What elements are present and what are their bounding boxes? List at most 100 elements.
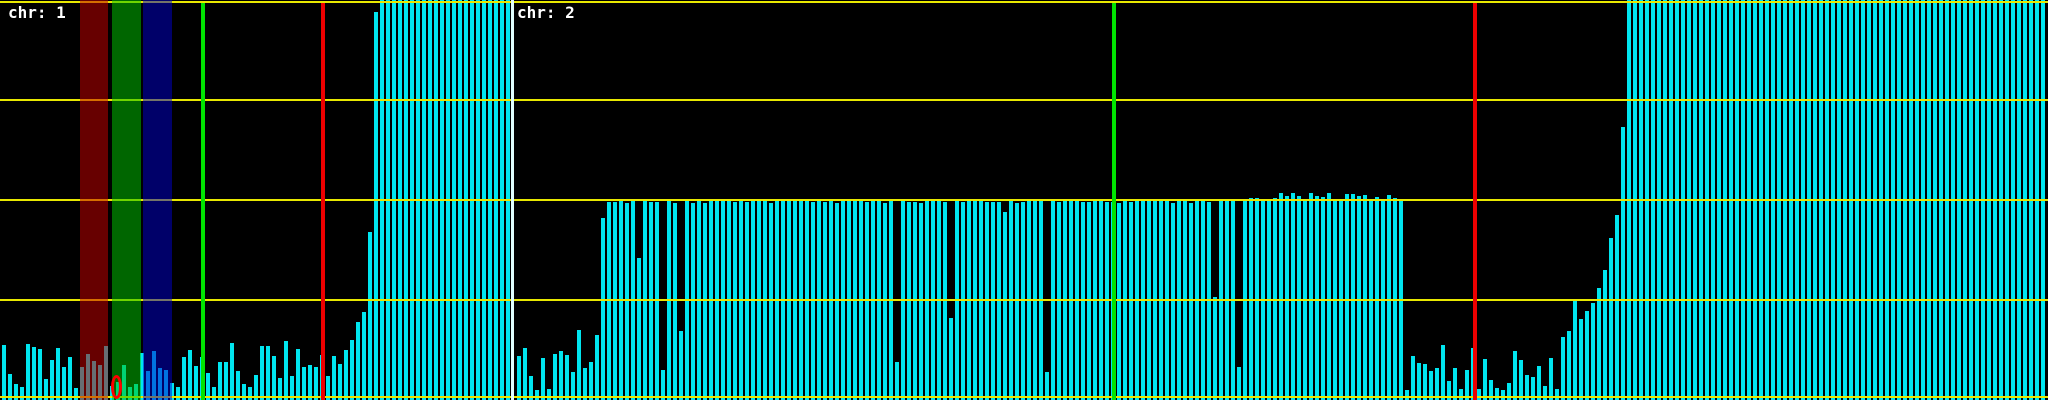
coverage-bar [1327,193,1331,400]
coverage-bar [565,354,569,400]
coverage-bar [895,362,899,400]
coverage-bar [1447,381,1451,400]
coverage-bar [1549,358,1553,400]
coverage-bar [1537,366,1541,400]
red-marker-line [321,3,325,400]
coverage-bar [1405,389,1409,400]
coverage-bar [949,318,953,400]
coverage-bar [308,365,312,400]
coverage-bar [637,258,641,400]
coverage-bar [314,366,318,400]
coverage-bar [601,217,605,400]
coverage-bar [1057,202,1061,400]
coverage-bar [32,347,36,400]
coverage-bar [547,388,551,400]
coverage-bar [2,345,6,400]
coverage-bar [260,345,264,400]
coverage-bar [769,202,773,400]
coverage-bar [1603,270,1607,400]
coverage-bar [344,350,348,400]
coverage-bar [1513,351,1517,400]
coverage-bar [517,356,521,400]
coverage-bar [272,355,276,400]
coverage-bar [44,378,48,400]
coverage-bar [266,346,270,400]
coverage-bar [230,342,234,400]
coverage-bar [1501,389,1505,400]
coverage-bar [74,387,78,400]
coverage-bar [1459,389,1463,400]
coverage-bar [907,202,911,400]
coverage-bar [1309,193,1313,400]
coverage-bar [1507,382,1511,400]
coverage-bar [218,362,222,400]
coverage-bar [1477,389,1481,400]
coverage-bar [356,322,360,400]
coverage-bar [1297,196,1301,400]
chromosome-2-label: chr: 2 [517,3,575,22]
coverage-bar [8,374,12,400]
coverage-bar [1495,388,1499,400]
gridline [0,299,2048,301]
coverage-bar [577,330,581,400]
coverage-bar [56,347,60,400]
coverage-bar [1375,197,1379,400]
coverage-bar [1597,288,1601,400]
coverage-bar [290,375,294,400]
coverage-bar [38,349,42,400]
coverage-bar [1417,362,1421,400]
coverage-bar [224,361,228,400]
coverage-bar [1387,195,1391,400]
coverage-bar [1453,368,1457,400]
coverage-bar [1351,193,1355,400]
coverage-bar [1189,202,1193,400]
coverage-bar [733,202,737,400]
coverage-bar [745,202,749,400]
coverage-bar [296,349,300,400]
coverage-bar [1441,345,1445,400]
panel-separator [511,0,514,400]
coverage-bar [1573,300,1577,400]
coverage-bar [1609,238,1613,400]
gridline [0,199,2048,201]
coverage-bar [1213,297,1217,400]
coverage-bar [1285,196,1289,400]
highlight-ellipse-marker [111,375,122,399]
gridline [0,1,2048,3]
coverage-bar [242,384,246,400]
coverage-bar [68,356,72,400]
green-marker-line [201,3,205,400]
coverage-bar [535,389,539,400]
coverage-bar [1021,202,1025,400]
coverage-bar [362,312,366,400]
annotation-block-green [112,0,141,400]
coverage-bar [1129,202,1133,400]
annotation-block-red [80,0,108,400]
coverage-bar [26,343,30,400]
coverage-bar [1615,215,1619,400]
coverage-bar [1087,202,1091,400]
coverage-bar [613,202,617,400]
coverage-bar [182,356,186,400]
coverage-bar [649,202,653,400]
coverage-bar [1393,197,1397,400]
coverage-bar [883,202,887,400]
coverage-bar [278,378,282,400]
coverage-bar [583,367,587,400]
coverage-bar [1591,302,1595,400]
red-marker-line [1473,3,1477,400]
coverage-bar [1429,371,1433,400]
coverage-bar [170,382,174,400]
coverage-bar [1423,364,1427,400]
coverage-bar [919,202,923,400]
coverage-bar [1543,385,1547,400]
green-marker-line [1112,3,1116,400]
gridline [0,396,2048,398]
coverage-bar [326,375,330,400]
coverage-bar [1435,367,1439,400]
coverage-bar [212,386,216,400]
coverage-bar [1321,197,1325,400]
coverage-bar [332,356,336,400]
coverage-bar [661,370,665,400]
